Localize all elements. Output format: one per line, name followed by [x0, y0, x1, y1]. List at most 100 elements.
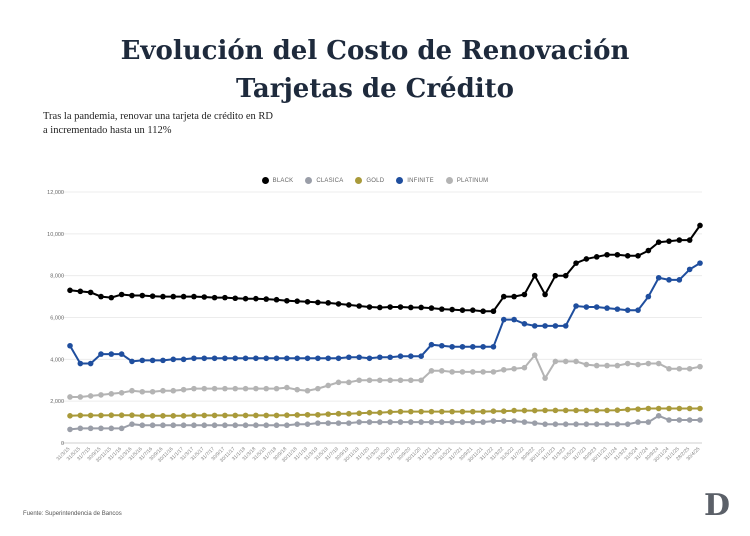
data-point[interactable] — [449, 408, 455, 415]
data-point[interactable] — [531, 323, 538, 329]
data-point[interactable] — [459, 419, 466, 425]
data-point[interactable] — [387, 409, 393, 415]
data-point[interactable] — [118, 351, 125, 357]
data-point[interactable] — [366, 355, 373, 362]
data-point[interactable] — [428, 368, 435, 374]
data-point[interactable] — [542, 291, 548, 298]
data-point[interactable] — [408, 377, 414, 384]
data-point[interactable] — [170, 387, 177, 394]
data-point[interactable] — [500, 366, 507, 373]
data-point[interactable] — [325, 411, 331, 417]
data-point[interactable] — [129, 421, 135, 427]
data-point[interactable] — [87, 360, 94, 367]
data-point[interactable] — [428, 408, 435, 415]
data-point[interactable] — [273, 355, 280, 362]
data-point[interactable] — [77, 425, 84, 432]
data-point[interactable] — [686, 266, 693, 273]
data-point[interactable] — [98, 351, 104, 357]
data-point[interactable] — [315, 411, 321, 418]
data-point[interactable] — [335, 355, 342, 362]
data-point[interactable] — [325, 300, 331, 306]
data-point[interactable] — [201, 385, 208, 392]
data-point[interactable] — [253, 355, 259, 362]
data-point[interactable] — [160, 387, 166, 394]
data-point[interactable] — [315, 299, 321, 306]
data-point[interactable] — [418, 353, 424, 359]
data-point[interactable] — [118, 390, 125, 396]
data-point[interactable] — [697, 222, 703, 229]
data-point[interactable] — [346, 420, 352, 426]
data-point[interactable] — [273, 296, 280, 303]
data-point[interactable] — [521, 407, 528, 414]
data-point[interactable] — [253, 422, 259, 429]
data-point[interactable] — [655, 413, 662, 419]
data-point[interactable] — [697, 405, 703, 412]
data-point[interactable] — [408, 408, 414, 415]
data-point[interactable] — [604, 362, 610, 369]
data-point[interactable] — [552, 358, 559, 365]
data-point[interactable] — [397, 377, 404, 384]
data-point[interactable] — [593, 254, 600, 260]
data-point[interactable] — [614, 251, 621, 258]
data-point[interactable] — [552, 407, 559, 414]
data-point[interactable] — [335, 301, 342, 307]
data-point[interactable] — [273, 422, 280, 429]
data-point[interactable] — [511, 418, 517, 424]
data-point[interactable] — [459, 343, 466, 350]
data-point[interactable] — [356, 303, 362, 309]
data-point[interactable] — [201, 422, 208, 429]
data-point[interactable] — [284, 355, 290, 362]
data-point[interactable] — [253, 412, 259, 419]
data-point[interactable] — [87, 412, 94, 419]
data-point[interactable] — [170, 422, 177, 429]
data-point[interactable] — [222, 385, 228, 392]
data-point[interactable] — [686, 417, 693, 423]
data-point[interactable] — [686, 365, 693, 372]
data-point[interactable] — [325, 382, 331, 389]
data-point[interactable] — [77, 412, 84, 419]
data-point[interactable] — [108, 294, 115, 301]
data-point[interactable] — [304, 355, 311, 362]
data-point[interactable] — [593, 362, 600, 369]
data-point[interactable] — [408, 419, 414, 425]
data-point[interactable] — [129, 412, 135, 418]
data-point[interactable] — [676, 365, 683, 372]
data-point[interactable] — [335, 410, 342, 417]
data-point[interactable] — [511, 293, 517, 300]
data-point[interactable] — [511, 316, 517, 323]
data-point[interactable] — [655, 360, 662, 367]
data-point[interactable] — [645, 419, 652, 425]
data-point[interactable] — [67, 394, 73, 400]
data-point[interactable] — [294, 298, 301, 304]
data-point[interactable] — [232, 422, 239, 429]
data-point[interactable] — [335, 379, 342, 386]
data-point[interactable] — [552, 421, 559, 427]
data-point[interactable] — [273, 412, 280, 419]
data-point[interactable] — [624, 307, 631, 313]
data-point[interactable] — [304, 299, 311, 305]
data-point[interactable] — [377, 409, 383, 416]
data-point[interactable] — [531, 407, 538, 414]
data-point[interactable] — [149, 357, 156, 364]
data-point[interactable] — [294, 421, 301, 427]
data-point[interactable] — [211, 412, 218, 419]
data-point[interactable] — [469, 419, 476, 425]
data-point[interactable] — [377, 304, 383, 311]
data-point[interactable] — [294, 386, 301, 393]
data-point[interactable] — [263, 422, 270, 429]
data-point[interactable] — [180, 386, 187, 393]
data-point[interactable] — [490, 408, 497, 415]
data-point[interactable] — [170, 293, 177, 300]
data-point[interactable] — [676, 237, 683, 243]
data-point[interactable] — [356, 377, 362, 384]
data-point[interactable] — [480, 419, 486, 425]
data-point[interactable] — [180, 356, 187, 363]
data-point[interactable] — [583, 256, 590, 262]
data-point[interactable] — [273, 385, 280, 392]
data-point[interactable] — [222, 294, 228, 301]
data-point[interactable] — [222, 422, 228, 429]
data-point[interactable] — [98, 425, 104, 432]
data-point[interactable] — [139, 388, 146, 395]
data-point[interactable] — [77, 360, 84, 367]
data-point[interactable] — [191, 385, 197, 392]
